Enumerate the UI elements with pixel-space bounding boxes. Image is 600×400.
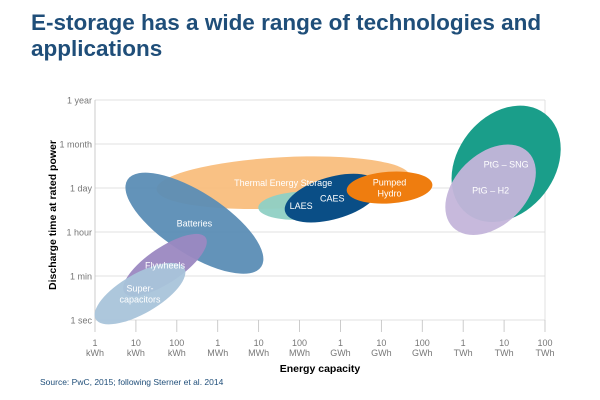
x-tick-unit: MWh (207, 348, 228, 358)
x-tick-unit: GWh (412, 348, 433, 358)
x-tick-unit: kWh (127, 348, 145, 358)
technology-regions (94, 105, 561, 325)
region-label-super-capacitors: capacitors (119, 295, 161, 305)
y-tick-label: 1 month (59, 140, 92, 150)
region-super-capacitors (94, 262, 186, 325)
source-note: Source: PwC, 2015; following Sterner et … (40, 377, 224, 387)
region-batteries (125, 172, 264, 274)
x-tick-unit: TWh (495, 348, 514, 358)
x-tick-label: 1 (215, 338, 220, 348)
region-ptg-h2 (445, 144, 536, 236)
region-label-thermal-energy-storage: Thermal Energy Storage (234, 178, 332, 188)
x-tick-unit: kWh (86, 348, 104, 358)
x-tick-unit: TWh (536, 348, 555, 358)
region-label-ptg-h2: PtG – H2 (472, 185, 509, 195)
x-axis-label: Energy capacity (280, 363, 361, 375)
y-tick-label: 1 hour (66, 228, 92, 238)
region-label-pumped-hydro: Hydro (378, 189, 402, 199)
region-label-pumped-hydro: Pumped (373, 178, 407, 188)
y-tick-label: 1 day (70, 184, 93, 194)
x-tick-label: 100 (415, 338, 430, 348)
y-tick-label: 1 sec (70, 316, 92, 326)
x-tick-label: 1 (461, 338, 466, 348)
y-axis-ticks: 1 sec 1 min 1 hour 1 day 1 month 1 year (59, 96, 92, 326)
region-label-ptg-sng: PtG – SNG (484, 159, 529, 169)
x-tick-label: 100 (292, 338, 307, 348)
region-label-flywheels: Flywheels (145, 261, 186, 271)
x-tick-unit: kWh (168, 348, 186, 358)
x-tick-label: 10 (499, 338, 509, 348)
x-tick-unit: TWh (454, 348, 473, 358)
x-axis-ticks: 1kWh10kWh100kWh1MWh10MWh100MWh1GWh10GWh1… (86, 320, 555, 358)
x-tick-unit: GWh (330, 348, 351, 358)
region-label-super-capacitors: Super- (126, 284, 153, 294)
x-tick-label: 10 (376, 338, 386, 348)
x-tick-label: 10 (131, 338, 141, 348)
x-tick-label: 100 (169, 338, 184, 348)
x-tick-unit: MWh (248, 348, 269, 358)
x-tick-label: 1 (338, 338, 343, 348)
region-label-batteries: Batteries (177, 219, 213, 229)
x-tick-label: 10 (254, 338, 264, 348)
x-tick-label: 1 (92, 338, 97, 348)
y-axis-label: Discharge time at rated power (47, 140, 59, 290)
y-tick-label: 1 min (70, 272, 92, 282)
slide-title: E-storage has a wide range of technologi… (31, 10, 542, 61)
x-tick-unit: MWh (289, 348, 310, 358)
y-tick-label: 1 year (67, 96, 92, 106)
x-tick-label: 100 (537, 338, 552, 348)
x-tick-unit: GWh (371, 348, 392, 358)
region-labels: Thermal Energy Storage Batteries Flywheels… (119, 159, 528, 304)
region-pumped-hydro (346, 171, 433, 204)
region-label-caes: CAES (320, 194, 345, 204)
region-label-laes: LAES (290, 201, 313, 211)
